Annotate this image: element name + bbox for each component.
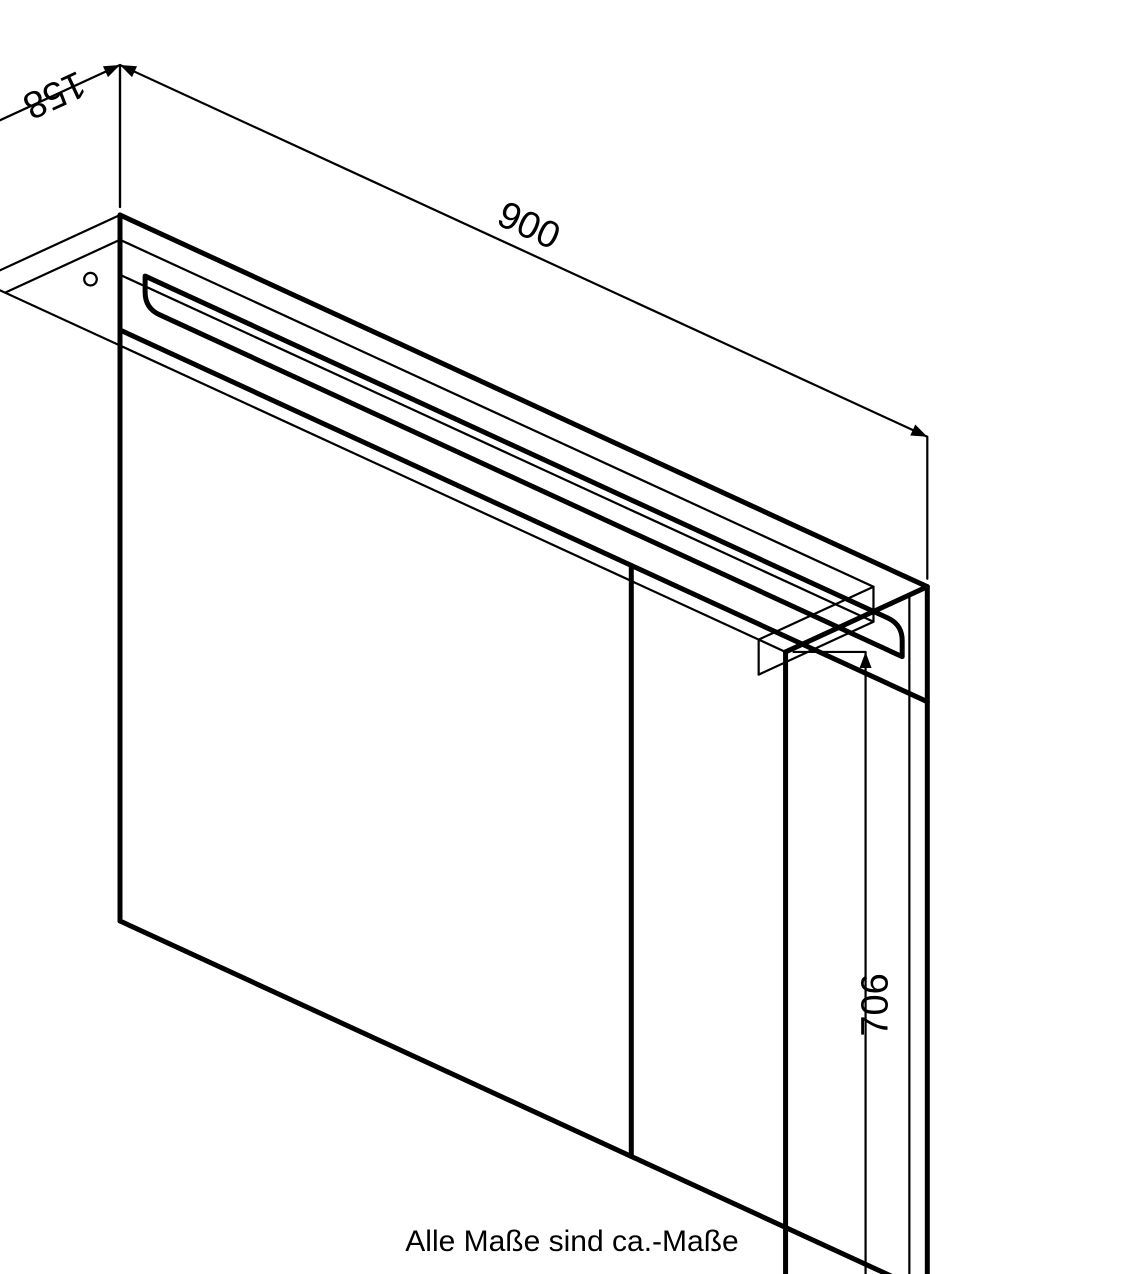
caption: Alle Maße sind ca.-Maße xyxy=(0,1225,1144,1259)
drawing-page: 158 900 706 Alle Maße sind ca.-Maße xyxy=(0,0,1144,1274)
svg-text:900: 900 xyxy=(491,194,566,259)
isometric-drawing: 158 900 706 xyxy=(0,0,1144,1274)
svg-text:706: 706 xyxy=(855,973,897,1036)
svg-text:158: 158 xyxy=(17,62,92,127)
